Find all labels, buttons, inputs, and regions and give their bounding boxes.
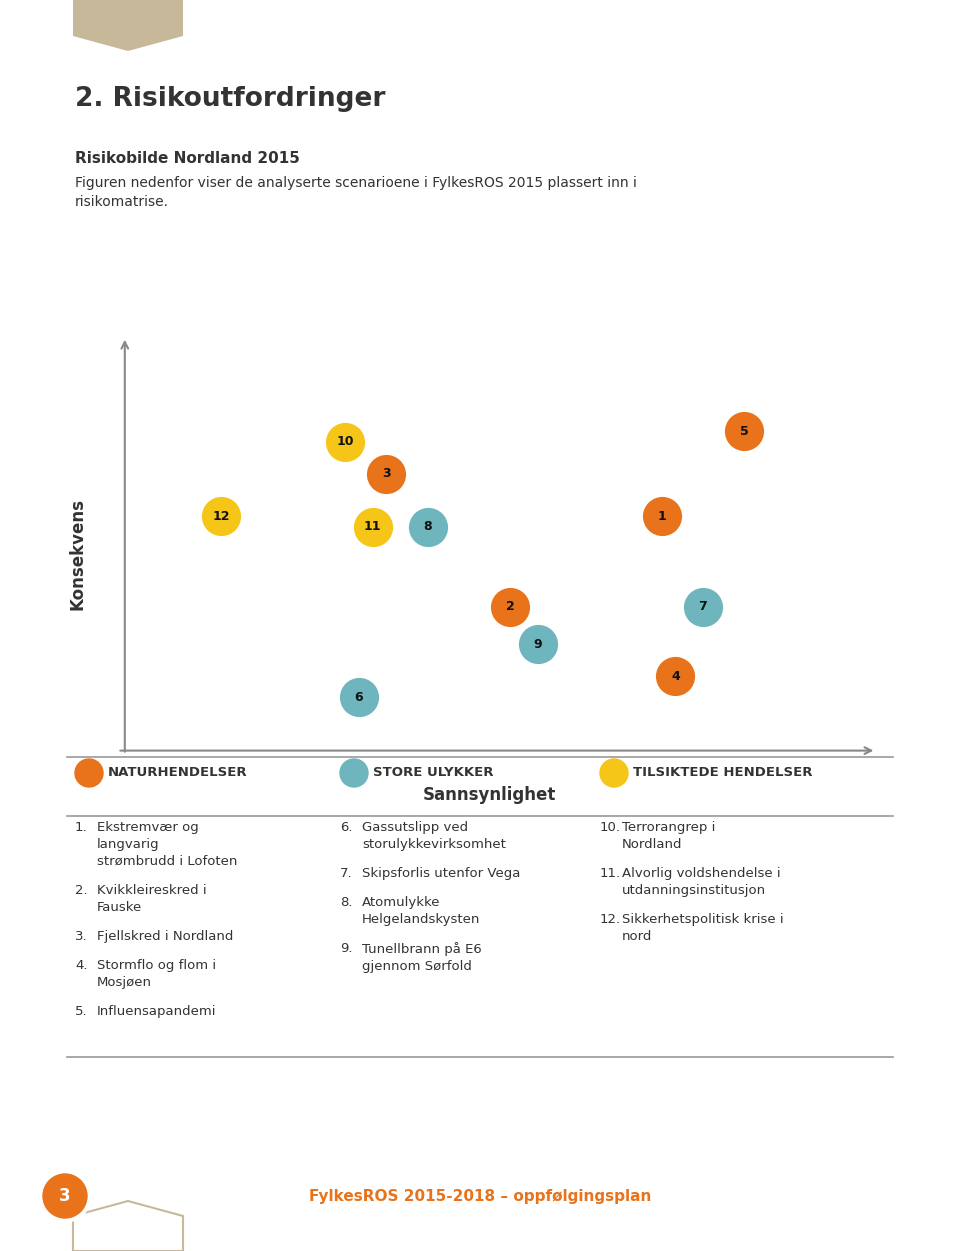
Text: 6: 6 [354,691,363,704]
Text: 3: 3 [60,1187,71,1205]
Text: Gassutslipp ved
storulykkevirksomhet: Gassutslipp ved storulykkevirksomhet [362,821,506,851]
Text: FylkesROS 2015-2018 – oppfølgingsplan: FylkesROS 2015-2018 – oppfølgingsplan [309,1188,651,1203]
Text: 4: 4 [671,669,680,683]
Text: Konsekvens: Konsekvens [68,498,86,609]
Text: Risikobilde Nordland 2015: Risikobilde Nordland 2015 [75,151,300,166]
Text: 2.: 2. [75,884,87,897]
Point [654,507,669,527]
Text: Sannsynlighet: Sannsynlighet [423,786,556,804]
Point [351,687,367,707]
Text: Alvorlig voldshendelse i
utdanningsinstitusjon: Alvorlig voldshendelse i utdanningsinsti… [622,867,780,897]
Point [668,666,684,686]
Text: Terrorangrep i
Nordland: Terrorangrep i Nordland [622,821,715,851]
Text: 8: 8 [423,520,432,533]
Text: 6.: 6. [340,821,352,834]
Polygon shape [73,0,183,51]
Point [503,597,518,617]
Circle shape [340,759,368,787]
Circle shape [600,759,628,787]
Text: 2. Risikoutfordringer: 2. Risikoutfordringer [75,86,385,113]
Text: 12.: 12. [600,913,621,926]
Text: Kvikkleireskred i
Fauske: Kvikkleireskred i Fauske [97,884,206,914]
Circle shape [75,759,103,787]
Text: 8.: 8. [340,896,352,909]
Point [736,422,752,442]
Text: 1.: 1. [75,821,87,834]
Point [365,517,380,537]
Text: 4.: 4. [75,960,87,972]
Point [530,634,545,654]
Point [378,464,394,484]
Circle shape [43,1173,87,1218]
Polygon shape [73,1201,183,1251]
Point [420,517,435,537]
Text: 7.: 7. [340,867,352,879]
Text: Influensapandemi: Influensapandemi [97,1005,217,1018]
Text: 5: 5 [740,424,749,438]
Text: Tunellbrann på E6
gjennom Sørfold: Tunellbrann på E6 gjennom Sørfold [362,942,482,973]
Text: 10.: 10. [600,821,621,834]
Text: 2: 2 [506,600,515,613]
Point [695,597,710,617]
Text: NATURHENDELSER: NATURHENDELSER [108,767,248,779]
Text: 9: 9 [534,638,542,651]
Text: 12: 12 [212,510,229,523]
Text: Stormflo og flom i
Mosjøen: Stormflo og flom i Mosjøen [97,960,216,990]
Text: 1: 1 [658,510,666,523]
Text: Sikkerhetspolitisk krise i
nord: Sikkerhetspolitisk krise i nord [622,913,783,943]
Text: TILSIKTEDE HENDELSER: TILSIKTEDE HENDELSER [633,767,812,779]
Text: Ekstremvær og
langvarig
strømbrudd i Lofoten: Ekstremvær og langvarig strømbrudd i Lof… [97,821,237,868]
Text: 11: 11 [364,520,381,533]
Text: STORE ULYKKER: STORE ULYKKER [373,767,493,779]
Text: 5.: 5. [75,1005,87,1018]
Text: Figuren nedenfor viser de analyserte scenarioene i FylkesROS 2015 plassert inn i: Figuren nedenfor viser de analyserte sce… [75,176,636,209]
Point [213,507,228,527]
Text: 10: 10 [336,435,354,448]
Text: Fjellskred i Nordland: Fjellskred i Nordland [97,929,233,943]
Circle shape [40,1171,90,1221]
Text: 3: 3 [382,467,391,480]
Text: 7: 7 [699,600,708,613]
Text: 11.: 11. [600,867,621,879]
Text: 9.: 9. [340,942,352,955]
Point [337,432,352,452]
Text: Skipsforlis utenfor Vega: Skipsforlis utenfor Vega [362,867,520,879]
Text: Atomulykke
Helgelandskysten: Atomulykke Helgelandskysten [362,896,480,926]
Text: 3.: 3. [75,929,87,943]
